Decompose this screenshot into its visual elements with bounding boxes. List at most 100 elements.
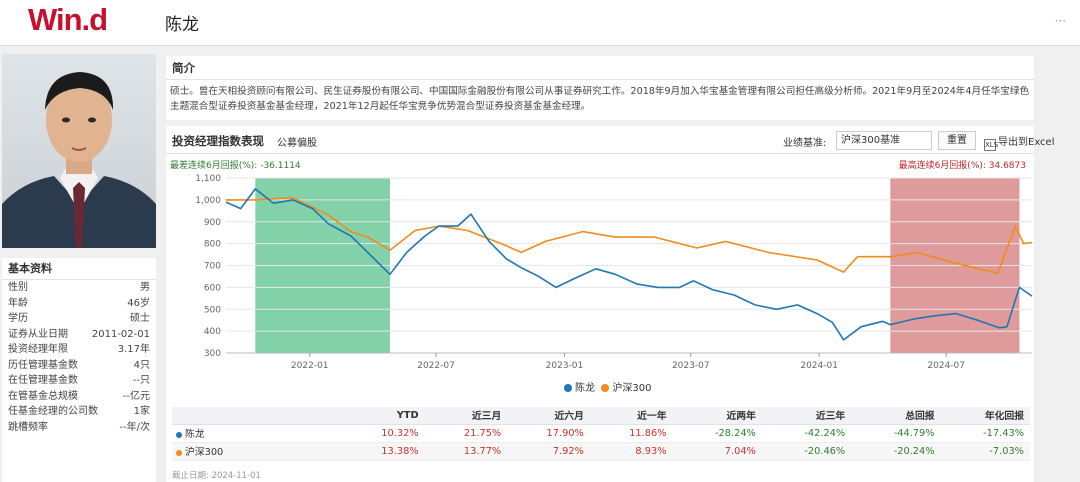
reset-button[interactable]: 重置	[938, 131, 976, 150]
return-cell: -17.43%	[940, 424, 1030, 443]
info-row: 历任管理基金数 4只	[2, 358, 156, 374]
x-tick-label: 2024-07	[927, 361, 965, 370]
info-row: 在管基金总规模 --亿元	[2, 389, 156, 405]
info-value: --年/次	[119, 421, 150, 433]
returns-header	[172, 407, 342, 425]
return-cell: -28.24%	[672, 424, 762, 443]
info-row: 投资经理年限 3.17年	[2, 342, 156, 358]
y-tick-label: 700	[204, 262, 221, 272]
y-tick-label: 500	[204, 305, 221, 315]
basic-info-panel: 基本资料 性别 男年龄 46岁学历 硕士证券从业日期 2011-02-01 投资经理年限 3…	[2, 258, 156, 482]
worst-6m-return: 最差连续6月回报(%): -36.1114	[170, 161, 301, 171]
series-dot	[176, 432, 182, 438]
returns-header: 年化回报	[940, 407, 1030, 425]
return-cell: 10.32%	[342, 424, 425, 443]
info-value: 3.17年	[117, 344, 150, 355]
performance-title: 投资经理指数表现	[172, 134, 264, 148]
info-label: 学历	[8, 313, 28, 324]
returns-header: 近六月	[507, 407, 590, 425]
info-value: --只	[132, 375, 150, 386]
performance-header: 投资经理指数表现 公募偏股 业绩基准: 沪深300基准 重置 XLS导出到Exc…	[166, 126, 1055, 154]
info-row: 性别 男	[2, 280, 156, 296]
info-label: 性别	[8, 282, 28, 293]
return-cell: 7.04%	[672, 442, 762, 461]
y-tick-label: 300	[204, 349, 221, 359]
return-cell: 8.93%	[589, 442, 673, 461]
y-tick-label: 800	[204, 240, 221, 250]
legend-dot-benchmark	[601, 384, 610, 392]
series-line-benchmark	[226, 196, 1033, 274]
benchmark-label: 业绩基准:	[783, 138, 827, 149]
more-icon[interactable]: ···	[1054, 14, 1066, 28]
return-cell: -42.24%	[761, 424, 852, 443]
info-value: --亿元	[122, 390, 150, 402]
info-row: 年龄 46岁	[2, 296, 156, 312]
row-name-cell: 沪深300	[172, 442, 342, 461]
return-cell: 13.77%	[424, 442, 508, 461]
best-6m-return: 最高连续6月回报(%): 34.6873	[898, 161, 1026, 171]
info-label: 任基金经理的公司数	[8, 406, 98, 417]
left-column: 基本资料 性别 男年龄 46岁学历 硕士证券从业日期 2011-02-01 投资经理年限 3…	[0, 54, 158, 482]
info-row: 跳槽频率 --年/次	[2, 420, 156, 436]
row-name-cell: 陈龙	[172, 424, 342, 443]
benchmark-select[interactable]: 沪深300基准	[836, 131, 932, 150]
return-cell: 11.86%	[589, 424, 673, 443]
info-label: 在任管理基金数	[8, 375, 78, 386]
returns-header: 近两年	[672, 407, 762, 425]
info-row: 在任管理基金数 --只	[2, 373, 156, 389]
info-value: 4只	[133, 359, 150, 371]
fund-type-tab[interactable]: 公募偏股	[277, 138, 317, 149]
legend-benchmark[interactable]: 沪深300	[612, 383, 652, 394]
return-cell: 7.92%	[507, 442, 590, 461]
cutoff-date: 截止日期: 2024-11-01	[172, 471, 261, 481]
info-value: 1家	[133, 406, 150, 417]
table-row: 沪深300 13.38% 13.77% 7.92% 8.93% 7.04% -20.46% -…	[172, 442, 1030, 461]
info-value: 46岁	[127, 297, 150, 309]
legend-manager[interactable]: 陈龙	[575, 383, 595, 394]
info-value: 硕士	[130, 313, 150, 324]
intro-text: 硕士。曾在天相投资顾问有限公司、民生证券股份有限公司、中国国际金融股份有限公司从…	[170, 86, 1030, 112]
manager-photo	[2, 54, 156, 248]
info-row: 证券从业日期 2011-02-01	[2, 327, 156, 343]
performance-chart: 300 400 500 600 700 800 900 1,000 1,100 2022-01 20…	[195, 174, 1033, 370]
intro-title: 简介	[166, 56, 1034, 80]
info-row: 学历 硕士	[2, 311, 156, 327]
y-tick-label: 1,100	[195, 174, 221, 184]
info-label: 历任管理基金数	[8, 359, 78, 371]
y-tick-label: 400	[204, 327, 221, 337]
x-tick-label: 2022-07	[417, 361, 455, 370]
returns-header: 近三月	[424, 407, 508, 425]
return-cell: 13.38%	[342, 442, 425, 461]
y-tick-label: 900	[204, 218, 221, 228]
info-value: 男	[140, 282, 150, 293]
return-cell: 21.75%	[424, 424, 508, 443]
y-tick-label: 1,000	[195, 196, 221, 206]
top-bar: Win.d 陈龙 ···	[0, 0, 1080, 46]
row-name: 陈龙	[185, 429, 205, 440]
series-line-manager	[225, 188, 1033, 341]
info-label: 在管基金总规模	[8, 390, 78, 402]
x-tick-label: 2022-01	[291, 361, 329, 370]
returns-header: 总回报	[851, 407, 941, 425]
manager-name: 陈龙	[165, 15, 199, 35]
returns-header: 近三年	[761, 407, 852, 425]
return-cell: -20.24%	[851, 442, 941, 461]
intro-panel: 简介 硕士。曾在天相投资顾问有限公司、民生证券股份有限公司、中国国际金融股份有限…	[166, 56, 1034, 120]
wind-logo: Win.d	[28, 2, 108, 37]
return-cell: -20.46%	[761, 442, 852, 461]
table-row: 陈龙 10.32% 21.75% 17.90% 11.86% -28.24% -42.24%…	[172, 424, 1030, 443]
info-label: 投资经理年限	[8, 344, 68, 355]
chart-legend: 陈龙 沪深300	[564, 379, 651, 394]
y-tick-label: 600	[204, 283, 221, 293]
export-excel-button[interactable]: XLS导出到Excel	[984, 133, 1055, 151]
return-cell: -44.79%	[851, 424, 941, 443]
return-cell: 17.90%	[507, 424, 590, 443]
excel-icon: XLS	[984, 139, 999, 151]
info-label: 跳槽频率	[8, 421, 48, 433]
x-tick-label: 2023-01	[546, 361, 584, 370]
row-name: 沪深300	[185, 447, 224, 458]
basic-info-title: 基本资料	[2, 258, 156, 280]
return-cell: -7.03%	[940, 442, 1030, 461]
returns-table: YTD 近三月 近六月 近一年 近两年 近三年 总回报 年化回报 陈龙 10.32% 21.75% 1…	[172, 407, 1030, 461]
info-label: 年龄	[8, 297, 28, 309]
